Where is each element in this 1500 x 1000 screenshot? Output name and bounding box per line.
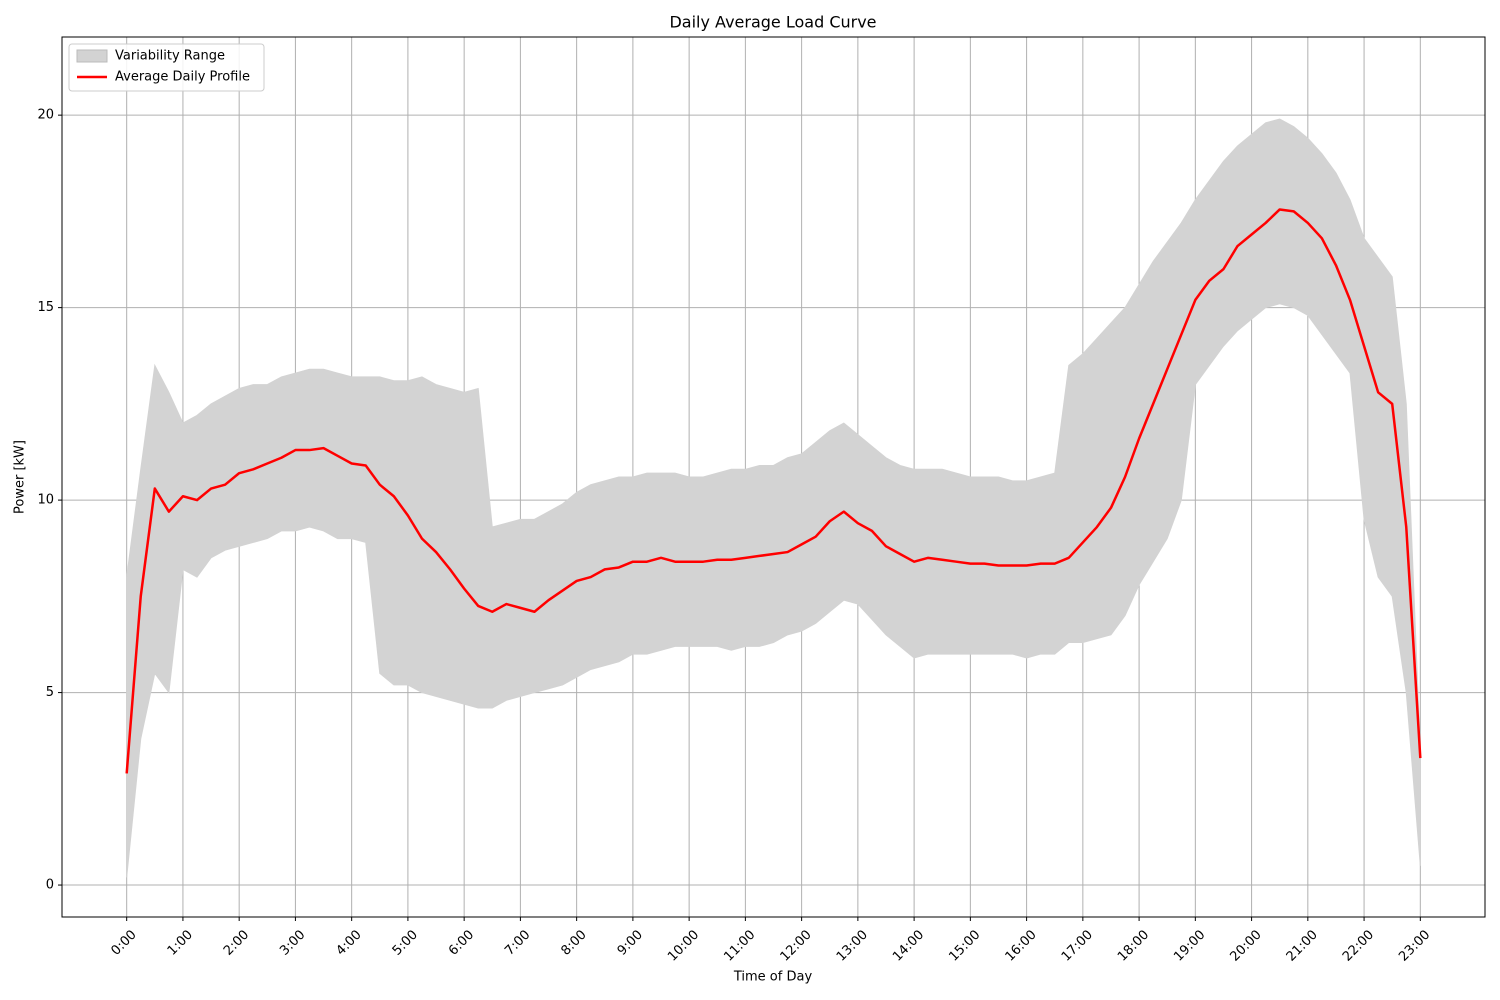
y-tick-label: 15 xyxy=(37,300,54,315)
variability-band xyxy=(126,118,1421,878)
y-tick-label: 20 xyxy=(37,108,54,123)
legend-label: Average Daily Profile xyxy=(115,70,250,85)
legend-swatch xyxy=(76,49,108,63)
y-axis-label: Power [kW] xyxy=(13,440,28,514)
y-tick-label: 5 xyxy=(46,685,54,700)
legend-box xyxy=(68,43,265,92)
x-axis-label: Time of Day xyxy=(733,970,813,985)
y-tick-label: 0 xyxy=(46,878,54,893)
plot-frame xyxy=(61,36,1486,918)
y-tick-label: 10 xyxy=(37,493,54,508)
average-line xyxy=(125,208,1422,774)
legend-label: Variability Range xyxy=(115,49,225,64)
chart-title: Daily Average Load Curve xyxy=(669,13,876,32)
